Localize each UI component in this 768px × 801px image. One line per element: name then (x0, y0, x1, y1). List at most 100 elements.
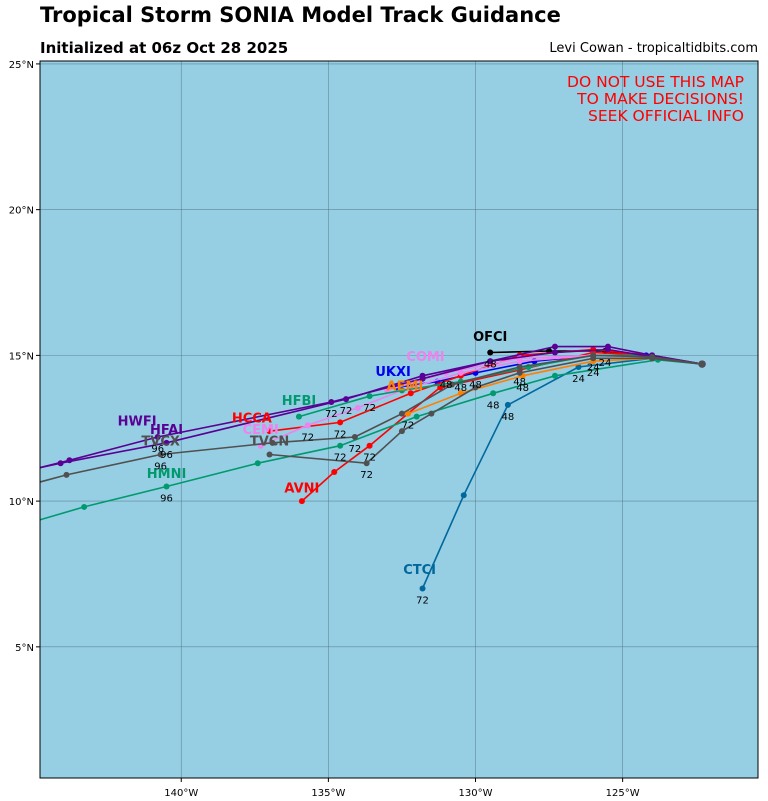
track-point-tvcx (63, 471, 70, 478)
map-frame (39, 60, 759, 779)
track-line-hmni (40, 358, 703, 521)
track-point-hmni (163, 483, 170, 490)
model-label-cemi: CEMI (243, 423, 279, 438)
track-point-hfai (487, 358, 494, 365)
track-point-tvcx (448, 381, 455, 388)
forecast-hour-label: 48 (469, 380, 482, 391)
forecast-hour-label: 48 (516, 383, 529, 394)
track-point-hwfi (551, 343, 558, 350)
forecast-hour-label: 72 (360, 470, 373, 481)
track-point-tvcx (516, 364, 523, 371)
track-point-hmni (551, 372, 558, 379)
track-point-avni (331, 468, 338, 475)
model-label-hfai: HFAI (150, 423, 183, 438)
model-label-tvcn: TVCN (250, 435, 289, 450)
model-label-ofci: OFCI (473, 330, 507, 345)
track-point-avni (437, 384, 444, 391)
track-point-hfbi (295, 413, 302, 420)
forecast-hour-label: 72 (416, 596, 429, 607)
forecast-hour-label: 48 (440, 380, 453, 391)
forecast-hour-label: 48 (502, 412, 515, 423)
track-point-hmni (337, 442, 344, 449)
credit-text: Levi Cowan - tropicaltidbits.com (549, 41, 758, 56)
track-point-avni (366, 442, 373, 449)
track-point-hcca (266, 428, 273, 435)
track-point-hmni (490, 390, 497, 397)
track-point-hcca (337, 419, 344, 426)
forecast-hour-label: 24 (599, 358, 612, 369)
track-point-hmni (81, 503, 88, 510)
forecast-hour-label: 96 (154, 461, 167, 472)
warning-line: TO MAKE DECISIONS! (576, 90, 744, 108)
track-point-ctci (419, 585, 426, 592)
forecast-hour-label: 24 (587, 362, 600, 373)
model-label-aemi: AEMI (387, 379, 424, 394)
track-point-hfai (57, 460, 64, 467)
track-point-avni (298, 498, 305, 505)
model-tracks (31, 343, 706, 592)
track-point-tvcn (266, 451, 273, 458)
forecast-hour-label: 96 (160, 450, 173, 461)
lat-lon-grid (40, 61, 758, 778)
forecast-hour-label: 72 (334, 453, 347, 464)
forecast-hour-label: 48 (454, 383, 467, 394)
forecast-hour-label: 72 (301, 432, 314, 443)
track-point-ctci (575, 364, 582, 371)
track-point-tvcn (698, 360, 706, 368)
track-point-cemi (304, 422, 311, 429)
model-label-hfbi: HFBI (282, 394, 317, 409)
track-point-tvcn (472, 384, 479, 391)
forecast-hour-label: 48 (513, 377, 526, 388)
lon-tick-label: 130°W (459, 788, 493, 799)
lon-tick-label: 125°W (606, 788, 640, 799)
track-point-hfai (343, 396, 350, 403)
track-point-hfai (163, 439, 170, 446)
lat-tick-label: 20°N (9, 206, 34, 217)
lat-tick-label: 5°N (15, 643, 34, 654)
init-time-subtitle: Initialized at 06z Oct 28 2025 (40, 39, 289, 57)
page-title: Tropical Storm SONIA Model Track Guidanc… (40, 3, 561, 27)
ocean-background (40, 61, 758, 778)
track-point-ctci (504, 401, 511, 408)
forecast-hour-label: 72 (363, 403, 376, 414)
lat-tick-label: 25°N (9, 60, 34, 71)
track-point-tvcn (428, 410, 435, 417)
track-point-aemi (404, 410, 411, 417)
track-point-tvcx (157, 451, 164, 458)
track-point-tvcn (363, 460, 370, 467)
track-point-hmni (413, 413, 420, 420)
track-point-cemi (354, 404, 361, 411)
track-point-hfbi (366, 393, 373, 400)
model-labels: 24 48 OFCI 24 48 UKXI 24 48 72 CTCI 48 72 AVNI 48 72 HC… (118, 330, 612, 607)
track-point-tvcn (398, 428, 405, 435)
track-point-hmni (254, 460, 261, 467)
track-point-hmni (31, 519, 37, 525)
forecast-hour-label: 48 (484, 359, 497, 370)
axis-ticks: 5°N 10°N 15°N 20°N 25°N 140°W 135°W 130°W 125°W (9, 60, 640, 799)
track-point-hwfi (31, 466, 37, 472)
lat-tick-label: 10°N (9, 497, 34, 508)
track-point-hfai (604, 346, 611, 353)
forecast-hour-label: 72 (340, 406, 353, 417)
model-label-avni: AVNI (284, 481, 319, 496)
track-point-hwfi (154, 433, 161, 440)
track-point-cemi (457, 369, 464, 376)
lat-tick-label: 15°N (9, 351, 34, 362)
track-line-hwfi (40, 345, 703, 469)
model-label-hmni: HMNI (147, 467, 187, 482)
model-label-ukxi: UKXI (375, 365, 411, 380)
track-point-hfai (419, 372, 426, 379)
model-label-comi: COMI (406, 350, 444, 365)
model-label-tvcx: TVCX (141, 435, 180, 450)
forecast-hour-label: 72 (325, 409, 338, 420)
lon-tick-label: 140°W (164, 788, 198, 799)
forecast-hour-label: 96 (160, 494, 173, 505)
track-point-tvcx (351, 433, 358, 440)
track-point-tvcn (590, 355, 597, 362)
lon-tick-label: 135°W (311, 788, 345, 799)
forecast-hour-label: 48 (487, 400, 500, 411)
warning-line: SEEK OFFICIAL INFO (588, 107, 744, 125)
forecast-hour-label: 72 (401, 421, 414, 432)
track-point-ctci (460, 492, 467, 499)
